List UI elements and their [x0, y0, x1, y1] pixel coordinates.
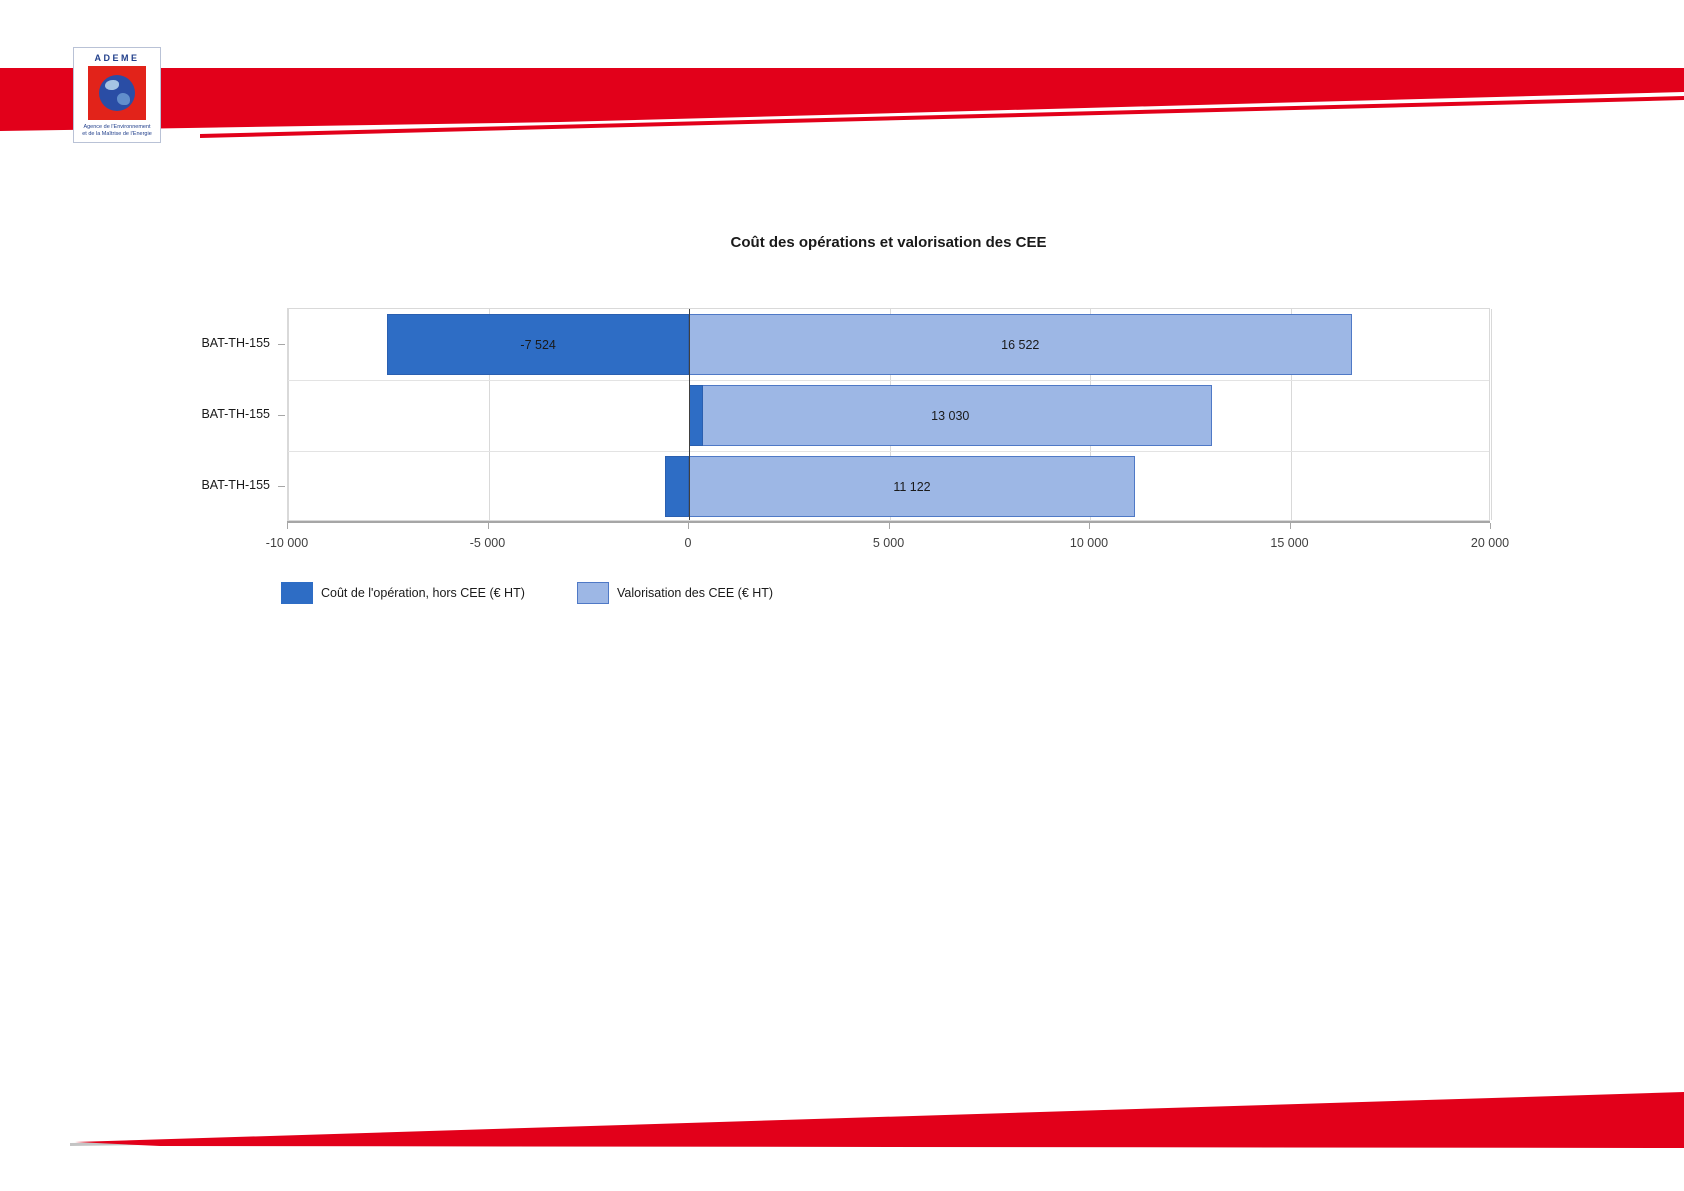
- x-tick-label: 20 000: [1470, 536, 1510, 550]
- x-tick-label: 0: [684, 536, 692, 550]
- bottom-banner-shape: [75, 1092, 1684, 1148]
- ademe-tagline-line2: et de la Maîtrise de l'Energie: [82, 131, 152, 137]
- x-tick-label: 5 000: [872, 536, 905, 550]
- bar-valorisation: [689, 385, 1212, 446]
- ademe-tagline: Agence de l'Environnement et de la Maîtr…: [74, 124, 160, 138]
- x-tick-mark: [688, 523, 689, 529]
- bar-value-label: 16 522: [1001, 337, 1040, 352]
- bar-cost: [664, 456, 689, 517]
- y-tick-mark: [278, 343, 285, 345]
- x-tick-mark: [888, 523, 890, 529]
- ademe-logo: ADEME Agence de l'Environnement et de la…: [73, 47, 161, 143]
- grid-line: [1290, 309, 1292, 520]
- grid-line: [1491, 309, 1492, 520]
- ademe-wordmark: ADEME: [94, 53, 140, 63]
- x-tick-mark: [1089, 523, 1090, 529]
- legend-label-valorisation: Valorisation des CEE (€ HT): [617, 586, 774, 600]
- chart-title: Coût des opérations et valorisation des …: [730, 234, 1047, 251]
- bar-valorisation: [689, 456, 1135, 517]
- legend-item-valorisation: Valorisation des CEE (€ HT): [577, 581, 773, 605]
- legend-label-cost: Coût de l'opération, hors CEE (€ HT): [321, 586, 525, 600]
- x-tick-mark: [487, 523, 489, 529]
- x-tick-mark: [1490, 523, 1491, 529]
- bar-value-label: 13 030: [931, 408, 970, 423]
- ademe-tagline-line1: Agence de l'Environnement: [83, 124, 151, 130]
- legend-swatch-cost: [281, 582, 313, 604]
- top-banner-shape: [0, 68, 1684, 131]
- legend-swatch-valorisation: [577, 582, 609, 604]
- row-separator: [288, 451, 1489, 452]
- y-tick-mark: [278, 485, 285, 487]
- grid-line: [488, 309, 490, 520]
- bar-valorisation: [689, 314, 1352, 375]
- bar-value-label: -7 524: [520, 337, 556, 352]
- category-label: BAT-TH-155: [201, 477, 270, 492]
- row-separator: [288, 380, 1489, 381]
- plot-area: -7 524 16 522 13 030 11 122: [287, 308, 1492, 521]
- legend-item-cost: Coût de l'opération, hors CEE (€ HT): [281, 581, 525, 605]
- grid-line: [288, 309, 289, 520]
- x-tick-label: 10 000: [1069, 536, 1109, 550]
- x-axis-line: [287, 521, 1490, 523]
- category-label: BAT-TH-155: [201, 406, 270, 421]
- bar-value-label: 11 122: [893, 479, 931, 494]
- x-tick-mark: [287, 523, 288, 529]
- x-tick-label: -5 000: [469, 536, 506, 550]
- zero-line: [689, 309, 690, 520]
- bar-cost: [387, 314, 689, 375]
- y-tick-mark: [278, 414, 285, 416]
- ademe-globe-icon: [99, 75, 135, 111]
- category-label: BAT-TH-155: [201, 335, 270, 350]
- top-banner-sliver-shape: [200, 96, 1684, 138]
- x-tick-label: -10 000: [265, 536, 309, 550]
- ademe-logo-square: [88, 66, 146, 120]
- x-tick-mark: [1289, 523, 1291, 529]
- x-tick-label: 15 000: [1270, 536, 1309, 550]
